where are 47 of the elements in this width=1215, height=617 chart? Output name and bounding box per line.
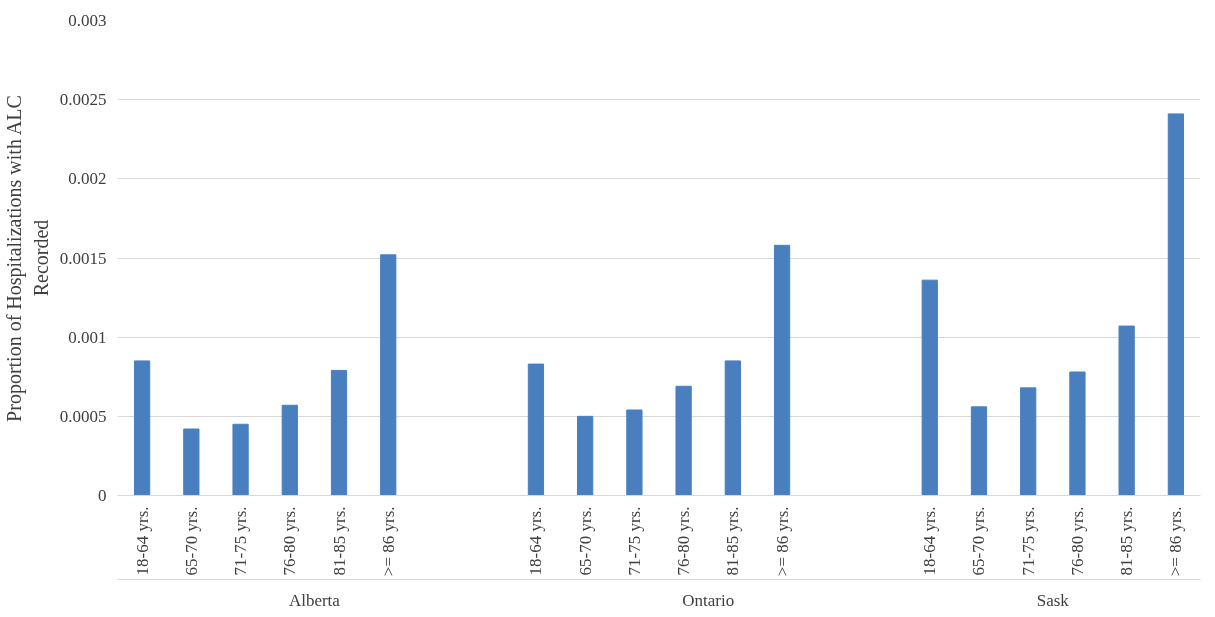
y-tick-label: 0.0005 — [59, 406, 107, 426]
bar — [183, 428, 200, 496]
x-tick-label: 71-75 yrs. — [231, 506, 251, 576]
x-tick-label: 18-64 yrs. — [920, 506, 940, 576]
y-tick-label: 0.002 — [68, 169, 107, 189]
bar — [133, 360, 151, 496]
x-tick-label: 65-70 yrs. — [969, 506, 989, 576]
bar — [1069, 371, 1086, 496]
bar — [1167, 113, 1185, 496]
y-tick-label: 0.0025 — [59, 90, 107, 110]
x-tick-label: 76-80 yrs. — [674, 506, 694, 576]
text: Sask — [1036, 590, 1070, 610]
y-tick-label: 0 — [98, 486, 107, 505]
x-tick-label: 65-70 yrs. — [181, 506, 201, 576]
bar — [330, 369, 348, 496]
y-tick-label: 0.0015 — [59, 248, 107, 268]
bar — [281, 404, 298, 496]
bar — [921, 279, 938, 496]
x-tick-label: 71-75 yrs. — [624, 506, 644, 576]
bar — [724, 360, 741, 496]
x-tick-label: 81-85 yrs. — [1117, 506, 1137, 576]
x-tick-label: 18-64 yrs. — [526, 506, 546, 576]
text: Alberta — [288, 590, 341, 610]
bar — [626, 409, 643, 496]
x-tick-label: 76-80 yrs. — [1067, 506, 1087, 576]
text: Ontario — [682, 590, 735, 610]
x-tick-label: 81-85 yrs. — [723, 506, 743, 576]
bar — [380, 254, 397, 496]
x-tick-label: >= 86 yrs. — [378, 506, 398, 577]
bar — [1118, 325, 1135, 496]
x-tick-label: >= 86 yrs. — [1166, 506, 1186, 577]
x-tick-label: 81-85 yrs. — [329, 506, 349, 576]
y-axis-title: Proportion of Hospitalizations with ALC Recorded — [3, 95, 52, 422]
bar — [970, 406, 988, 496]
bar — [1020, 387, 1037, 496]
x-tick-label: 71-75 yrs. — [1018, 506, 1038, 576]
x-tick-label: 18-64 yrs. — [132, 506, 152, 576]
x-tick-label: 76-80 yrs. — [280, 506, 300, 576]
x-tick-label: 65-70 yrs. — [575, 506, 595, 576]
x-tick-label: >= 86 yrs. — [772, 506, 792, 577]
bar — [773, 244, 791, 496]
y-tick-label: 0.001 — [68, 327, 107, 347]
bar — [577, 415, 594, 496]
y-tick-label: 0.003 — [68, 11, 107, 30]
bar — [675, 385, 692, 496]
bar — [527, 363, 545, 496]
bar — [232, 423, 249, 496]
